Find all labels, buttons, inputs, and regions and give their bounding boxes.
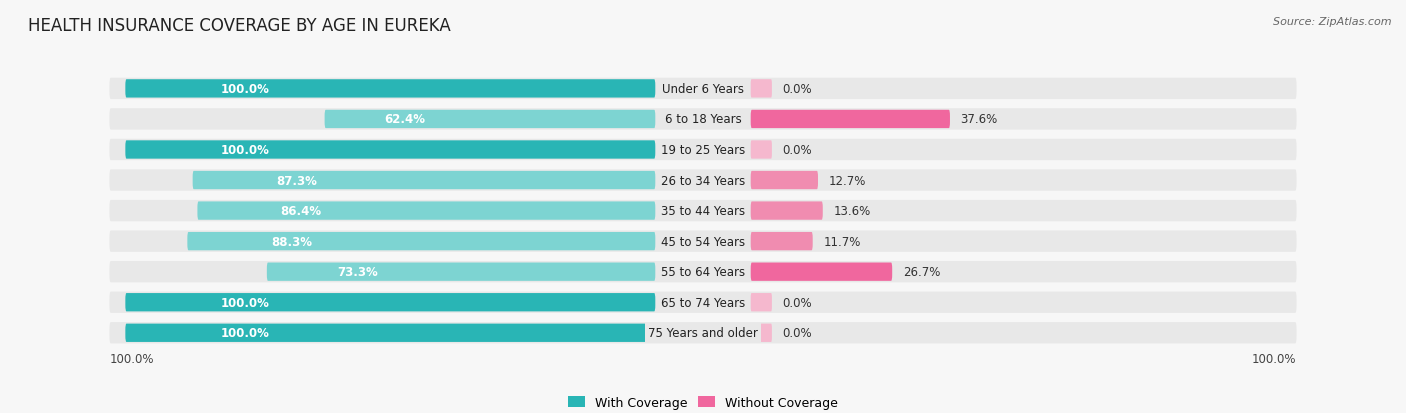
FancyBboxPatch shape [751, 263, 893, 281]
Text: 0.0%: 0.0% [783, 327, 813, 339]
Text: 19 to 25 Years: 19 to 25 Years [661, 144, 745, 157]
Text: 73.3%: 73.3% [337, 266, 378, 278]
Text: 55 to 64 Years: 55 to 64 Years [661, 266, 745, 278]
FancyBboxPatch shape [197, 202, 655, 220]
Text: 100.0%: 100.0% [110, 352, 153, 366]
FancyBboxPatch shape [751, 171, 818, 190]
FancyBboxPatch shape [110, 140, 1296, 161]
FancyBboxPatch shape [110, 231, 1296, 252]
FancyBboxPatch shape [325, 111, 655, 129]
Text: Source: ZipAtlas.com: Source: ZipAtlas.com [1274, 17, 1392, 26]
FancyBboxPatch shape [751, 80, 772, 98]
FancyBboxPatch shape [751, 111, 950, 129]
Text: 87.3%: 87.3% [276, 174, 316, 187]
Text: 0.0%: 0.0% [783, 144, 813, 157]
FancyBboxPatch shape [125, 293, 655, 312]
FancyBboxPatch shape [125, 324, 655, 342]
Legend: With Coverage, Without Coverage: With Coverage, Without Coverage [562, 391, 844, 413]
Text: 75 Years and older: 75 Years and older [648, 327, 758, 339]
Text: 62.4%: 62.4% [384, 113, 425, 126]
Text: 0.0%: 0.0% [783, 296, 813, 309]
Text: 35 to 44 Years: 35 to 44 Years [661, 204, 745, 218]
FancyBboxPatch shape [267, 263, 655, 281]
FancyBboxPatch shape [110, 322, 1296, 344]
FancyBboxPatch shape [751, 141, 772, 159]
Text: 100.0%: 100.0% [221, 144, 270, 157]
Text: 13.6%: 13.6% [834, 204, 870, 218]
FancyBboxPatch shape [193, 171, 655, 190]
Text: Under 6 Years: Under 6 Years [662, 83, 744, 96]
FancyBboxPatch shape [751, 202, 823, 220]
FancyBboxPatch shape [751, 293, 772, 312]
Text: 100.0%: 100.0% [221, 327, 270, 339]
Text: 88.3%: 88.3% [271, 235, 312, 248]
Text: 11.7%: 11.7% [824, 235, 860, 248]
Text: 12.7%: 12.7% [828, 174, 866, 187]
FancyBboxPatch shape [125, 80, 655, 98]
FancyBboxPatch shape [110, 78, 1296, 100]
Text: 100.0%: 100.0% [221, 296, 270, 309]
Text: 37.6%: 37.6% [960, 113, 998, 126]
FancyBboxPatch shape [110, 200, 1296, 222]
FancyBboxPatch shape [110, 170, 1296, 191]
FancyBboxPatch shape [751, 324, 772, 342]
FancyBboxPatch shape [187, 233, 655, 251]
Text: 26 to 34 Years: 26 to 34 Years [661, 174, 745, 187]
Text: 0.0%: 0.0% [783, 83, 813, 96]
Text: 6 to 18 Years: 6 to 18 Years [665, 113, 741, 126]
Text: 86.4%: 86.4% [280, 204, 321, 218]
Text: 65 to 74 Years: 65 to 74 Years [661, 296, 745, 309]
FancyBboxPatch shape [110, 261, 1296, 282]
FancyBboxPatch shape [125, 141, 655, 159]
Text: 26.7%: 26.7% [903, 266, 941, 278]
Text: 100.0%: 100.0% [221, 83, 270, 96]
FancyBboxPatch shape [751, 233, 813, 251]
FancyBboxPatch shape [110, 292, 1296, 313]
Text: HEALTH INSURANCE COVERAGE BY AGE IN EUREKA: HEALTH INSURANCE COVERAGE BY AGE IN EURE… [28, 17, 451, 34]
FancyBboxPatch shape [110, 109, 1296, 131]
Text: 45 to 54 Years: 45 to 54 Years [661, 235, 745, 248]
Text: 100.0%: 100.0% [1253, 352, 1296, 366]
